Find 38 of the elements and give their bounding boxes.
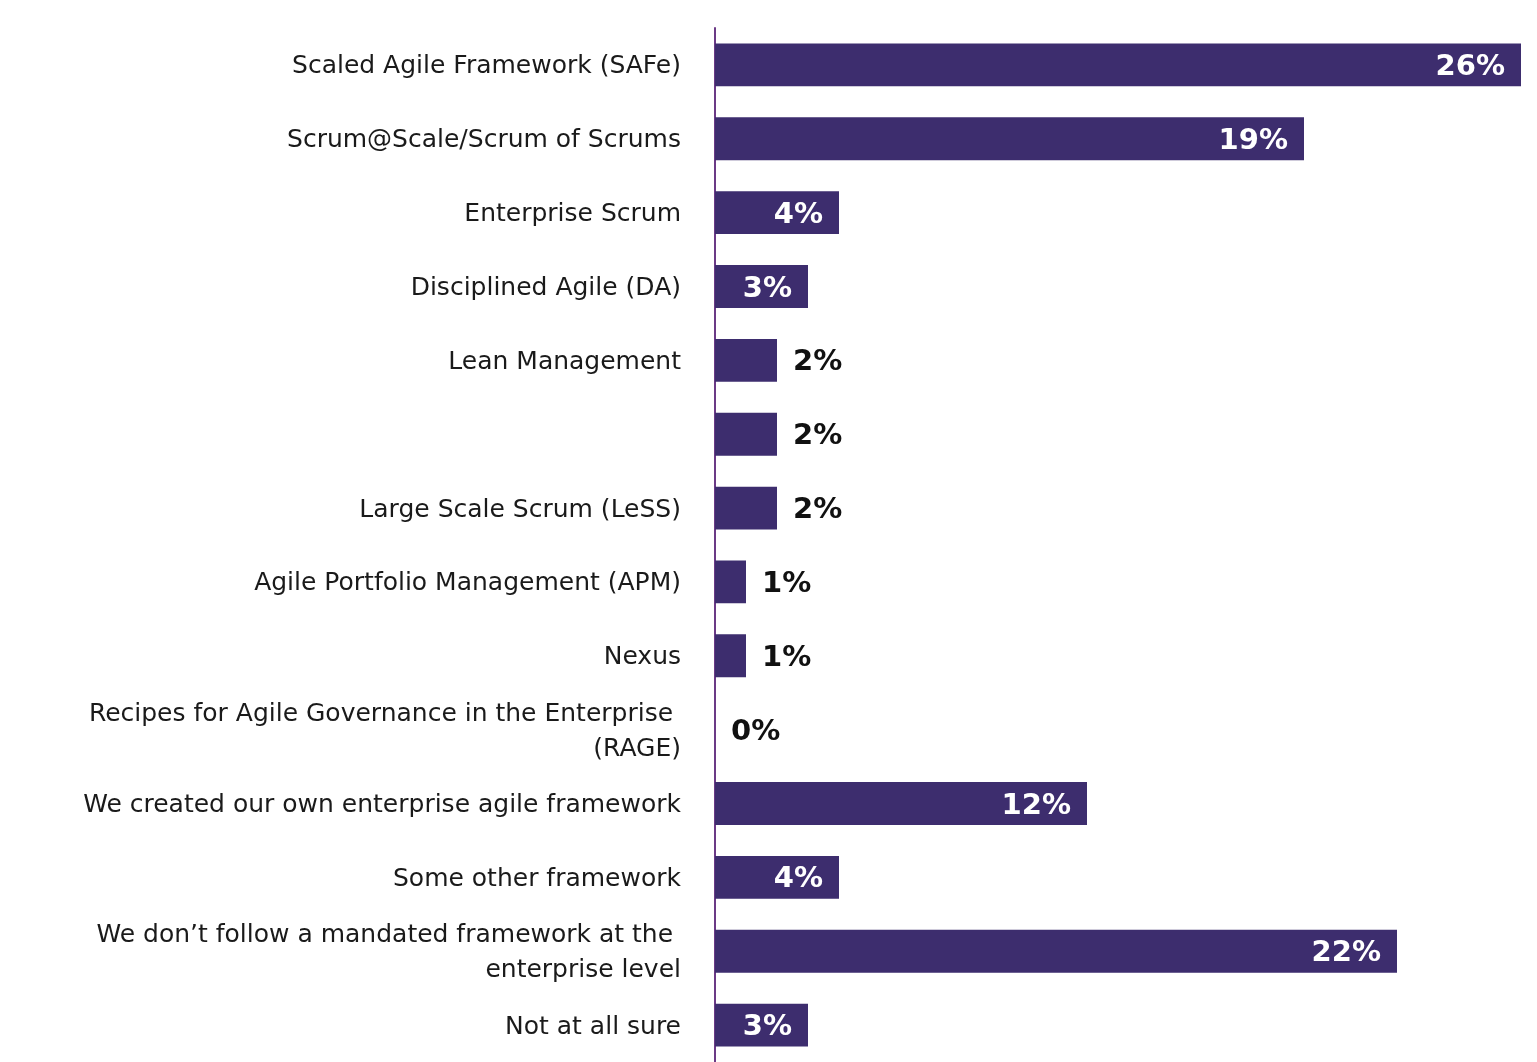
y-tick-label: Agile Portfolio Management (APM) xyxy=(254,567,681,597)
bar xyxy=(715,560,746,604)
data-label: 22% xyxy=(1311,934,1381,969)
data-label: 2% xyxy=(793,417,843,452)
y-tick-label: Large Scale Scrum (LeSS) xyxy=(359,493,681,523)
bar xyxy=(715,191,839,235)
bar xyxy=(715,782,1087,825)
data-label: 2% xyxy=(793,343,843,378)
bar xyxy=(715,634,746,678)
data-label: 26% xyxy=(1435,47,1505,82)
y-tick-label: Scrum@Scale/Scrum of Scrums xyxy=(287,124,681,154)
data-label: 12% xyxy=(1001,786,1071,821)
bar xyxy=(715,486,777,530)
data-label: 0% xyxy=(731,712,781,747)
data-label: 1% xyxy=(762,638,812,673)
y-tick-label: Recipes for Agile Governance in the Enterprise (RAGE) xyxy=(88,697,681,762)
bar xyxy=(715,412,777,456)
y-tick-label: Enterprise Scrum xyxy=(464,198,681,228)
bar xyxy=(715,929,1397,973)
data-label: 19% xyxy=(1218,121,1288,156)
y-tick-label: We created our own enterprise agile framework xyxy=(83,789,682,818)
y-tick-label: Disciplined Agile (DA) xyxy=(410,272,681,301)
y-tick-label: Lean Management xyxy=(448,345,682,375)
data-label: 4% xyxy=(773,860,823,895)
data-label: 3% xyxy=(742,269,792,304)
y-tick-label: Not at all sure xyxy=(505,1010,681,1040)
y-tick-label: We don’t follow a mandated framework at the enterprise level xyxy=(96,919,681,984)
bar xyxy=(715,43,1521,87)
y-tick-label: Scaled Agile Framework (SAFe) xyxy=(292,50,681,80)
data-label: 2% xyxy=(793,491,843,526)
bar xyxy=(715,855,839,899)
bar xyxy=(715,117,1304,161)
y-tick-label: Nexus xyxy=(603,641,681,671)
data-label: 4% xyxy=(773,195,823,230)
bar xyxy=(715,338,777,382)
data-label: 1% xyxy=(762,564,812,599)
y-tick-label: Some other framework xyxy=(392,862,682,892)
data-label: 3% xyxy=(742,1008,792,1043)
